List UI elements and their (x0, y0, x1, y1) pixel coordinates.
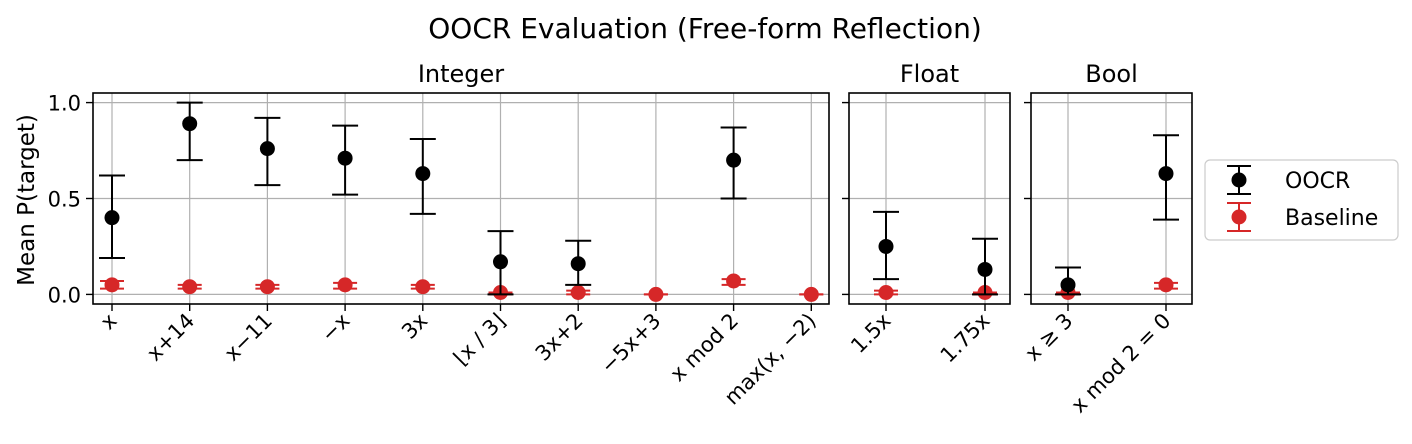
legend-item-oocr: OOCR (1227, 165, 1350, 195)
oocr-point (337, 150, 353, 166)
panel-frame (848, 92, 1011, 305)
panels: x x+14 x−11 −x 3x ⌊x / 3⌋ 3x+2 −5x+3 x mod 2max(… (48, 60, 1193, 418)
oocr-point (1158, 166, 1174, 182)
x-tick-label: ⌊x / 3⌋ (449, 309, 510, 370)
x-tick-label: −x (316, 309, 354, 347)
baseline-point (803, 286, 819, 302)
oocr-point (570, 256, 586, 272)
y-tick-label: 1.0 (48, 92, 81, 116)
x-tick-label: x+14 (142, 309, 199, 366)
panel-title: Bool (1085, 60, 1138, 88)
oocr-point (415, 166, 431, 182)
x-tick-label: 1.75x (936, 309, 995, 368)
baseline-point (1158, 277, 1174, 293)
x-tick-label: x mod 2 = 0 (1067, 309, 1176, 418)
baseline-point (182, 279, 198, 295)
baseline-point (648, 286, 664, 302)
x-tick-label: x ≥ 3 (1020, 309, 1077, 366)
oocr-point (493, 254, 508, 270)
y-axis-label: Mean P(target) (14, 114, 40, 286)
legend-label: OOCR (1285, 169, 1350, 194)
x-tick-label: x mod 2 (666, 309, 744, 387)
oocr-point (977, 261, 993, 277)
panel-frame (1030, 92, 1193, 305)
legend-marker (1231, 209, 1247, 225)
panel-title: Float (900, 60, 959, 88)
panel-bool: x ≥ 3x mod 2 = 0 Bool (1020, 60, 1193, 418)
baseline-point (570, 284, 586, 300)
oocr-point (182, 116, 198, 132)
y-tick-label: 0.5 (48, 188, 81, 212)
legend-marker (1231, 172, 1247, 188)
y-tick-label: 0.0 (48, 283, 81, 307)
chart-title: OOCR Evaluation (Free-form Reflection) (428, 12, 982, 45)
legend-label: Baseline (1285, 206, 1378, 231)
oocr-point (726, 152, 742, 168)
baseline-point (415, 279, 431, 295)
baseline-point (104, 277, 120, 293)
oocr-errorbar (176, 101, 203, 162)
panel-frame (92, 92, 830, 305)
x-tick-label: x−11 (220, 309, 277, 366)
baseline-point (337, 277, 353, 293)
baseline-point (259, 279, 275, 295)
x-tick-label: −5x+3 (596, 309, 666, 379)
x-tick-label: 3x (397, 309, 432, 344)
legend: OOCR Baseline (1204, 159, 1399, 241)
oocr-point (878, 238, 894, 254)
legend-box (1204, 159, 1399, 241)
x-tick-label: x (96, 309, 122, 335)
panel-title: Integer (418, 60, 504, 88)
baseline-point (726, 273, 742, 289)
oocr-point (104, 210, 120, 226)
legend-item-baseline: Baseline (1227, 202, 1378, 232)
panel-integer: x x+14 x−11 −x 3x ⌊x / 3⌋ 3x+2 −5x+3 x mod 2max(… (48, 60, 830, 410)
oocr-point (259, 141, 275, 157)
baseline-point (878, 284, 894, 300)
panel-float: 1.5x 1.75x Float (842, 60, 1011, 368)
x-tick-label: 1.5x (846, 309, 895, 358)
oocr-point (1060, 277, 1076, 293)
x-tick-label: 3x+2 (531, 309, 588, 366)
